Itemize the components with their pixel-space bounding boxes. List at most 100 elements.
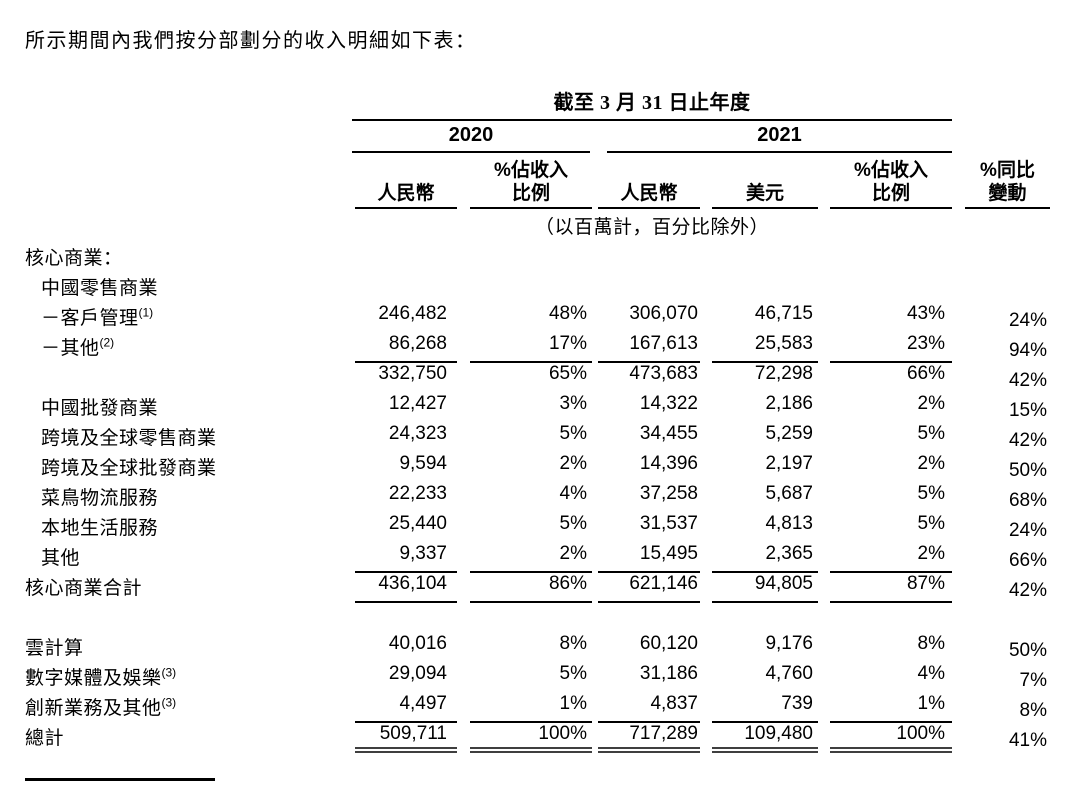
value-cell: 87% (830, 573, 952, 603)
row-label: 菜鳥物流服務 (41, 488, 159, 509)
table-row: 跨境及全球零售商業 24,323 5% 34,455 5,259 5% 42% (25, 423, 1055, 453)
value-cell: 50% (1008, 460, 1047, 481)
value-cell: 24% (1008, 310, 1047, 331)
value-cell: 94,805 (712, 573, 818, 603)
value-cell: 1% (470, 693, 592, 723)
value-cell: 50% (1008, 640, 1047, 661)
revenue-table-body: 核心商業： 中國零售商業 －客戶管理(1) 246,482 48% 306,070 46,7… (25, 243, 1055, 753)
value-cell: 4,760 (765, 663, 813, 684)
value-cell: 3% (559, 393, 587, 414)
column-header-line: 變動 (988, 183, 1027, 204)
value-cell: 15,495 (598, 543, 700, 573)
value-cell: 509,711 (355, 723, 457, 753)
value-cell: 60,120 (639, 633, 698, 654)
value-cell (965, 280, 1050, 310)
value-cell (830, 273, 952, 303)
row-label: 總計 (25, 728, 65, 749)
row-label: 創新業務及其他(3) (25, 695, 177, 719)
value-cell: 86,268 (355, 333, 457, 363)
value-cell: 72,298 (754, 363, 813, 384)
value-cell: 2% (917, 453, 945, 474)
value-cell: 2,365 (712, 543, 818, 573)
table-row: 中國批發商業 12,427 3% 14,322 2,186 2% 15% (25, 393, 1055, 423)
value-cell: 2% (559, 453, 587, 474)
value-cell: 100% (830, 723, 952, 753)
table-row: 本地生活服務 25,440 5% 31,537 4,813 5% 24% (25, 513, 1055, 543)
value-cell: 24% (1008, 520, 1047, 541)
row-label: －其他(2) (41, 335, 115, 359)
value-cell: 5,687 (765, 483, 813, 504)
value-cell: 42% (1008, 580, 1047, 601)
table-row: 332,750 65% 473,683 72,298 66% 42% (25, 363, 1055, 393)
table-row: 數字媒體及娛樂(3) 29,094 5% 31,186 4,760 4% 7% (25, 663, 1055, 693)
value-cell: 2,186 (765, 393, 813, 414)
value-cell (355, 243, 457, 273)
value-cell (965, 250, 1050, 280)
footnote-ref: (2) (99, 335, 115, 350)
value-cell: 9,594 (399, 453, 447, 474)
value-cell: 46,715 (754, 303, 813, 324)
column-header-usd-2021: 美元 (712, 156, 818, 205)
row-label: 核心商業： (25, 248, 123, 269)
value-cell: 22,233 (388, 483, 447, 504)
column-header-pct-revenue-2020: %佔收入 比例 (470, 156, 592, 205)
value-cell (598, 243, 700, 273)
value-cell: 42% (1008, 370, 1047, 391)
value-cell (470, 273, 592, 303)
table-row: 核心商業： (25, 243, 1055, 273)
value-cell: 4,497 (355, 693, 457, 723)
value-cell: 332,750 (378, 363, 447, 384)
column-header-yoy-change: %同比 變動 (965, 156, 1050, 205)
column-underline (712, 207, 818, 209)
value-cell: 4,837 (598, 693, 700, 723)
value-cell: 66% (906, 363, 945, 384)
value-cell: 2% (470, 543, 592, 573)
period-rule (352, 119, 952, 121)
value-cell: 9,176 (765, 633, 813, 654)
value-cell: 621,146 (598, 573, 700, 603)
period-header: 截至 3 月 31 日止年度 (553, 92, 751, 114)
value-cell: 717,289 (598, 723, 700, 753)
value-cell: 8% (917, 633, 945, 654)
value-cell: 473,683 (629, 363, 698, 384)
value-cell: 5% (559, 423, 587, 444)
value-cell: 48% (548, 303, 587, 324)
value-cell (470, 243, 592, 273)
value-cell: 5,259 (765, 423, 813, 444)
table-row: 總計 509,711 100% 717,289 109,480 100% 41% (25, 723, 1055, 753)
value-cell: 24,323 (388, 423, 447, 444)
value-cell: 4% (559, 483, 587, 504)
value-cell: 2% (917, 393, 945, 414)
value-cell: 5% (917, 513, 945, 534)
value-cell: 25,583 (712, 333, 818, 363)
value-cell: 109,480 (712, 723, 818, 753)
value-cell: 4% (917, 663, 945, 684)
column-header-line: 比例 (511, 183, 550, 204)
column-header-rmb-2020: 人民幣 (355, 156, 457, 205)
table-row: 跨境及全球批發商業 9,594 2% 14,396 2,197 2% 50% (25, 453, 1055, 483)
table-row: 其他 9,337 2% 15,495 2,365 2% 66% (25, 543, 1055, 573)
value-cell (712, 273, 818, 303)
value-cell: 167,613 (598, 333, 700, 363)
value-cell: 43% (906, 303, 945, 324)
row-label: 核心商業合計 (25, 578, 143, 599)
table-row: 創新業務及其他(3) 4,497 1% 4,837 739 1% 8% (25, 693, 1055, 723)
value-cell: 8% (559, 633, 587, 654)
row-label: 跨境及全球零售商業 (41, 428, 217, 449)
column-header-line: %佔收入 (854, 160, 928, 181)
value-cell: 9,337 (355, 543, 457, 573)
column-header-line: %同比 (980, 160, 1035, 181)
table-row: 菜鳥物流服務 22,233 4% 37,258 5,687 5% 68% (25, 483, 1055, 513)
table-row: －客戶管理(1) 246,482 48% 306,070 46,715 43% 24% (25, 303, 1055, 333)
value-cell (598, 273, 700, 303)
value-cell: 12,427 (388, 393, 447, 414)
column-header-pct-revenue-2021: %佔收入 比例 (830, 156, 952, 205)
column-underline (965, 207, 1050, 209)
row-label: 中國零售商業 (41, 278, 159, 299)
value-cell: 94% (1008, 340, 1047, 361)
value-cell: 739 (712, 693, 818, 723)
footnote-separator (25, 778, 215, 781)
column-header-line: 人民幣 (620, 183, 678, 204)
value-cell: 7% (1019, 670, 1047, 691)
row-label: 雲計算 (25, 638, 84, 659)
